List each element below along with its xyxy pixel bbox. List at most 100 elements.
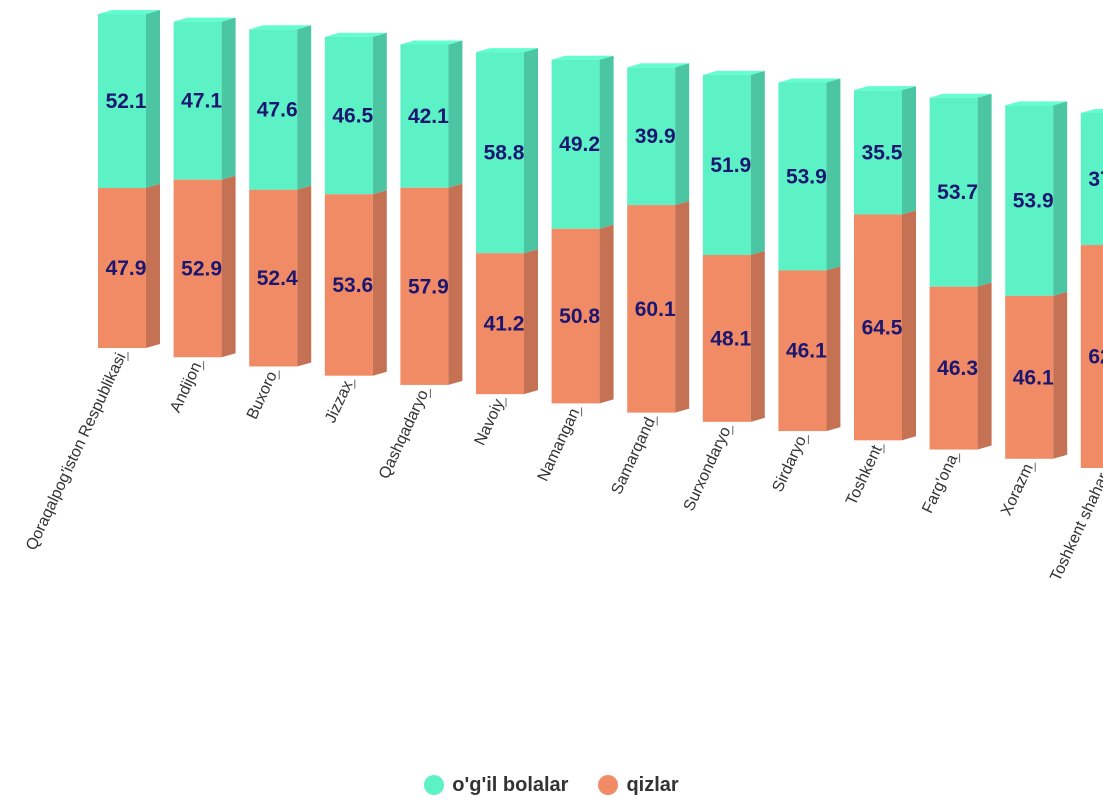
- value-label-boys-0: 52.1: [106, 90, 147, 113]
- stacked-bar-chart: 52.1 47.9 47.1 52.9 47.6 52.4 46.5 53.6 42.1 57.9…: [23, 10, 1103, 584]
- legend-item-boys[interactable]: o'g'il bolalar: [424, 774, 568, 797]
- bar-top-10: [854, 86, 916, 91]
- bar-boys-2[interactable]: [249, 29, 298, 190]
- bar-side-boys-1: [221, 17, 236, 180]
- legend-label-boys: o'g'il bolalar: [452, 773, 569, 796]
- bar-boys-11[interactable]: [929, 97, 978, 287]
- category-label-9: Sirdaryo: [769, 433, 810, 494]
- legend-item-girls[interactable]: qizlar: [598, 774, 679, 797]
- bar-top-12: [1005, 101, 1068, 106]
- value-label-boys-7: 39.9: [635, 125, 676, 148]
- bar-boys-9[interactable]: [778, 82, 827, 271]
- bar-girls-5[interactable]: [476, 253, 524, 395]
- category-label-4: Qashqadaryo: [376, 387, 432, 481]
- bar-top-9: [778, 78, 841, 83]
- value-labels-group: 52.1 47.9 47.1 52.9 47.6 52.4 46.5 53.6 42.1 57.9…: [106, 90, 1103, 390]
- value-label-girls-1: 52.9: [181, 257, 222, 280]
- value-label-boys-3: 46.5: [332, 105, 373, 128]
- bar-girls-10[interactable]: [854, 214, 902, 441]
- bar-side-boys-11: [977, 93, 992, 287]
- bar-boys-8[interactable]: [702, 74, 751, 255]
- bar-boys-13[interactable]: [1080, 113, 1103, 246]
- bar-boys-7[interactable]: [627, 67, 676, 206]
- bar-side-girls-9: [826, 266, 841, 432]
- bar-boys-10[interactable]: [854, 90, 902, 215]
- value-label-boys-13: 37.2: [1088, 168, 1103, 191]
- category-label-3: Jizzax: [322, 378, 356, 425]
- bar-boys-3[interactable]: [324, 36, 373, 195]
- bar-girls-0[interactable]: [98, 188, 146, 348]
- category-label-5: Navoiy: [472, 397, 508, 449]
- bar-side-girls-12: [1053, 291, 1068, 459]
- bar-girls-7[interactable]: [627, 205, 676, 413]
- category-label-2: Buxoro: [244, 369, 281, 422]
- bar-side-boys-9: [826, 78, 841, 271]
- bar-boys-5[interactable]: [476, 52, 524, 254]
- bar-girls-11[interactable]: [929, 286, 978, 450]
- bar-girls-3[interactable]: [324, 194, 373, 376]
- bar-side-boys-6: [599, 55, 614, 229]
- value-label-girls-9: 46.1: [786, 340, 827, 363]
- bar-side-girls-8: [750, 250, 765, 422]
- bar-girls-1[interactable]: [173, 179, 222, 358]
- bar-top-4: [400, 40, 463, 45]
- value-label-girls-5: 41.2: [484, 313, 525, 336]
- bar-girls-8[interactable]: [702, 254, 751, 422]
- category-label-1: Andijon: [167, 360, 205, 416]
- bar-girls-12[interactable]: [1005, 295, 1054, 459]
- bar-side-girls-2: [297, 185, 312, 367]
- bar-boys-12[interactable]: [1005, 105, 1054, 296]
- legend-dot-girls-icon: [598, 775, 619, 795]
- bar-side-girls-6: [599, 224, 614, 404]
- bar-girls-6[interactable]: [551, 228, 600, 404]
- bar-side-girls-3: [372, 190, 387, 376]
- bar-side-girls-0: [146, 184, 160, 348]
- bar-top-0: [98, 10, 160, 14]
- bar-boys-4[interactable]: [400, 44, 449, 188]
- bar-girls-9[interactable]: [778, 270, 827, 432]
- category-label-6: Namangan: [535, 406, 583, 484]
- bar-boys-0[interactable]: [98, 14, 146, 189]
- bar-top-11: [929, 93, 992, 98]
- category-label-10: Toshkent: [843, 442, 886, 508]
- bar-side-boys-12: [1053, 101, 1068, 296]
- value-label-boys-5: 58.8: [484, 142, 525, 165]
- bar-girls-4[interactable]: [400, 187, 449, 385]
- category-label-7: Samarqand: [608, 415, 658, 497]
- value-label-girls-8: 48.1: [710, 327, 751, 350]
- category-label-0: Qoraqalpog'iston Respublikasi: [23, 351, 130, 554]
- bar-top-2: [249, 25, 312, 30]
- bar-side-girls-7: [675, 201, 690, 413]
- bar-top-1: [173, 17, 236, 22]
- bar-side-boys-7: [675, 63, 690, 206]
- legend-dot-boys-icon: [424, 775, 445, 795]
- value-label-boys-4: 42.1: [408, 105, 449, 128]
- bar-side-boys-0: [146, 10, 160, 189]
- category-label-11: Farg'ona: [919, 452, 961, 516]
- bar-top-13: [1080, 109, 1103, 113]
- value-label-girls-7: 60.1: [635, 298, 676, 321]
- bar-girls-13[interactable]: [1080, 245, 1103, 468]
- bar-side-girls-1: [221, 175, 236, 358]
- bar-top-7: [627, 63, 690, 68]
- bar-side-girls-4: [448, 183, 463, 385]
- bar-side-boys-4: [448, 40, 463, 188]
- category-label-13: Toshkent shahar: [1047, 470, 1103, 584]
- bar-top-6: [551, 55, 614, 60]
- value-label-boys-11: 53.7: [937, 181, 978, 204]
- value-label-boys-8: 51.9: [710, 154, 751, 177]
- bar-side-boys-10: [902, 86, 916, 215]
- bar-side-girls-10: [902, 210, 916, 441]
- bar-girls-2[interactable]: [249, 189, 298, 367]
- value-label-girls-12: 46.1: [1013, 366, 1054, 389]
- value-label-girls-10: 64.5: [862, 316, 903, 339]
- bar-top-3: [324, 32, 387, 37]
- value-label-boys-10: 35.5: [862, 141, 903, 164]
- bar-boys-6[interactable]: [551, 59, 600, 229]
- bar-side-boys-8: [750, 70, 765, 255]
- legend: o'g'il bolalar qizlar: [0, 770, 1103, 800]
- bar-side-girls-11: [977, 282, 992, 450]
- bar-boys-1[interactable]: [173, 21, 222, 180]
- value-label-girls-11: 46.3: [937, 357, 978, 380]
- value-label-girls-0: 47.9: [106, 257, 147, 280]
